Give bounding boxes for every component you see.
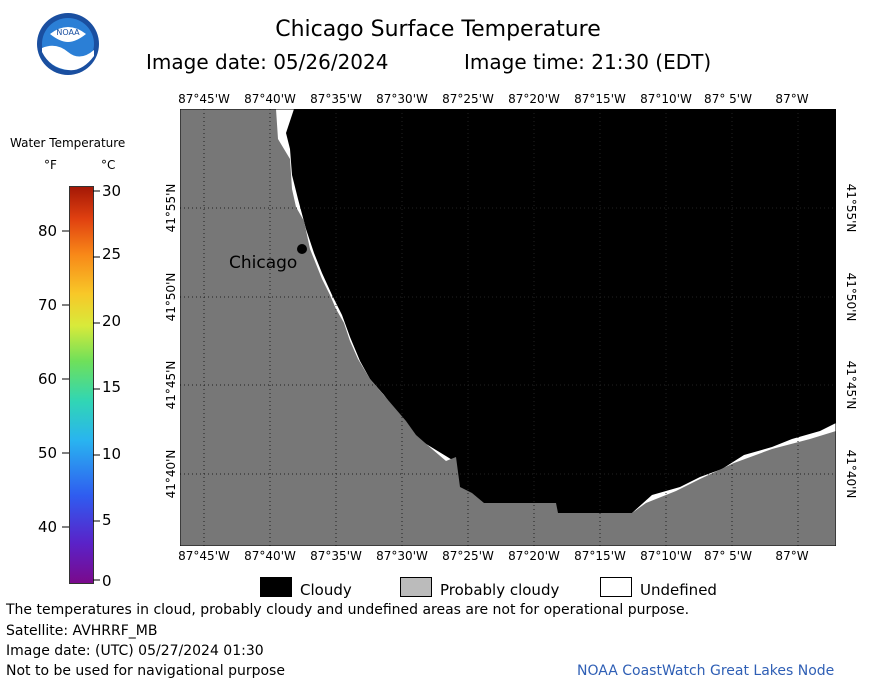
lat-label-right: 41°45'N: [844, 360, 858, 410]
lon-label-top: 87°30'W: [376, 92, 428, 106]
navigation-warning: Not to be used for navigational purpose: [6, 663, 285, 679]
lat-label-right: 41°55'N: [844, 183, 858, 233]
lon-label-top: 87° 5'W: [704, 92, 752, 106]
lon-label-top: 87°25'W: [442, 92, 494, 106]
key-label-probably-cloudy: Probably cloudy: [440, 581, 560, 599]
noaa-logo: NOAA: [37, 13, 99, 75]
lon-label-bottom: 87°20'W: [508, 549, 560, 563]
c-tick-label: 25: [102, 245, 122, 263]
c-tick-label: 30: [102, 182, 122, 200]
key-swatch-probably-cloudy: [400, 577, 432, 597]
lon-label-bottom: 87°15'W: [574, 549, 626, 563]
lon-label-top: 87°10'W: [640, 92, 692, 106]
key-swatch-undefined: [600, 577, 632, 597]
temperature-color-bar: [69, 186, 94, 584]
map-panel: [180, 109, 836, 546]
c-tick-label: 20: [102, 312, 122, 330]
chicago-marker: [297, 244, 307, 254]
lon-label-bottom: 87°45'W: [178, 549, 230, 563]
city-label-chicago: Chicago: [229, 253, 298, 273]
c-tick-label: 15: [102, 378, 122, 396]
lon-label-top: 87°45'W: [178, 92, 230, 106]
lat-label-left: 41°40'N: [164, 449, 178, 499]
coastwatch-node-credit: NOAA CoastWatch Great Lakes Node: [577, 663, 835, 679]
f-tick-label: 60: [38, 370, 58, 388]
lon-label-bottom: 87°30'W: [376, 549, 428, 563]
utc-date: Image date: (UTC) 05/27/2024 01:30: [6, 643, 264, 659]
image-date: Image date: 05/26/2024: [146, 50, 389, 74]
lon-label-top: 87°15'W: [574, 92, 626, 106]
lat-label-right: 41°40'N: [844, 449, 858, 499]
f-tick-label: 50: [38, 444, 58, 462]
page-title: Chicago Surface Temperature: [275, 17, 601, 42]
image-time: Image time: 21:30 (EDT): [464, 50, 712, 74]
legend-title: Water Temperature: [10, 136, 126, 150]
lon-label-bottom: 87° 5'W: [704, 549, 752, 563]
key-label-undefined: Undefined: [640, 581, 717, 599]
lat-label-right: 41°50'N: [844, 272, 858, 322]
unit-celsius: °C: [101, 158, 116, 172]
f-tick-label: 70: [38, 296, 58, 314]
f-tick-label: 80: [38, 222, 58, 240]
lon-label-bottom: 87°35'W: [310, 549, 362, 563]
disclaimer-note: The temperatures in cloud, probably clou…: [6, 602, 690, 618]
key-swatch-cloudy: [260, 577, 292, 597]
lon-label-bottom: 87°25'W: [442, 549, 494, 563]
logo-text: NOAA: [56, 28, 80, 37]
lon-label-bottom: 87°10'W: [640, 549, 692, 563]
lat-label-left: 41°45'N: [164, 360, 178, 410]
lake-cloud-area: [286, 109, 836, 513]
graticule: [180, 109, 836, 546]
legend-ticks: [62, 190, 100, 581]
lon-label-top: 87°20'W: [508, 92, 560, 106]
lat-label-left: 41°55'N: [164, 183, 178, 233]
c-tick-label: 5: [102, 511, 112, 529]
land-shoreline: [180, 109, 836, 546]
satellite-info: Satellite: AVHRRF_MB: [6, 623, 158, 639]
lon-label-top: 87°W: [775, 92, 809, 106]
unit-fahrenheit: °F: [44, 158, 57, 172]
lon-label-top: 87°40'W: [244, 92, 296, 106]
lat-label-left: 41°50'N: [164, 272, 178, 322]
lon-label-bottom: 87°40'W: [244, 549, 296, 563]
c-tick-label: 10: [102, 445, 122, 463]
lon-label-top: 87°35'W: [310, 92, 362, 106]
f-tick-label: 40: [38, 518, 58, 536]
c-tick-label: 0: [102, 572, 112, 590]
lon-label-bottom: 87°W: [775, 549, 809, 563]
key-label-cloudy: Cloudy: [300, 581, 352, 599]
